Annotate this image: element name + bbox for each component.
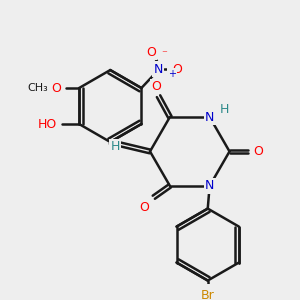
- Text: N: N: [205, 110, 214, 124]
- Text: O: O: [140, 201, 149, 214]
- Text: O: O: [51, 82, 61, 94]
- Text: CH₃: CH₃: [27, 83, 48, 93]
- Text: O: O: [152, 80, 162, 93]
- Text: Br: Br: [201, 289, 214, 300]
- Text: O: O: [146, 46, 156, 59]
- Text: N: N: [205, 179, 214, 192]
- Text: N: N: [154, 63, 163, 76]
- Text: O: O: [253, 145, 263, 158]
- Text: HO: HO: [38, 118, 58, 130]
- Text: O: O: [172, 63, 182, 76]
- Text: ⁻: ⁻: [161, 49, 167, 59]
- Text: H: H: [220, 103, 230, 116]
- Text: H: H: [110, 140, 120, 153]
- Text: +: +: [168, 69, 176, 79]
